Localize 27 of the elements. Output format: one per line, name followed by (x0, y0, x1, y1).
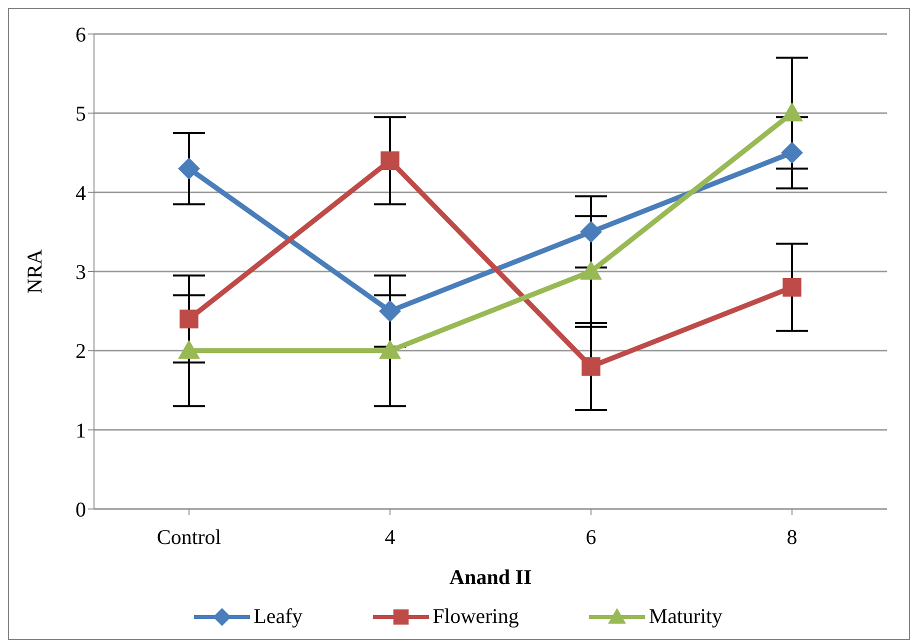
legend-label: Maturity (648, 604, 722, 629)
point (782, 278, 802, 297)
point (379, 300, 401, 322)
legend-label: Leafy (254, 604, 303, 629)
x-tick-label: 6 (586, 524, 596, 549)
y-tick-label: 2 (76, 339, 86, 364)
point (178, 340, 200, 359)
point (580, 220, 602, 243)
legend-label: Flowering (432, 604, 519, 629)
point (180, 310, 198, 328)
y-tick-label: 0 (76, 497, 86, 522)
y-tick-label: 6 (76, 22, 86, 46)
y-tick-label: 4 (76, 180, 86, 205)
y-tick-label: 1 (76, 418, 86, 442)
y-tick-label: 5 (76, 102, 86, 126)
x-tick-label: 4 (384, 524, 396, 549)
y-tick-label: 3 (76, 260, 86, 284)
point (582, 357, 600, 376)
x-axis-title: Anand II (449, 565, 532, 589)
x-tick-label: 8 (786, 524, 798, 549)
point (580, 260, 602, 280)
y-axis-title: NRA (22, 248, 46, 294)
x-tick-label: Control (156, 524, 222, 549)
point (380, 151, 400, 170)
point (781, 142, 803, 164)
point (379, 340, 401, 359)
point (178, 158, 200, 180)
